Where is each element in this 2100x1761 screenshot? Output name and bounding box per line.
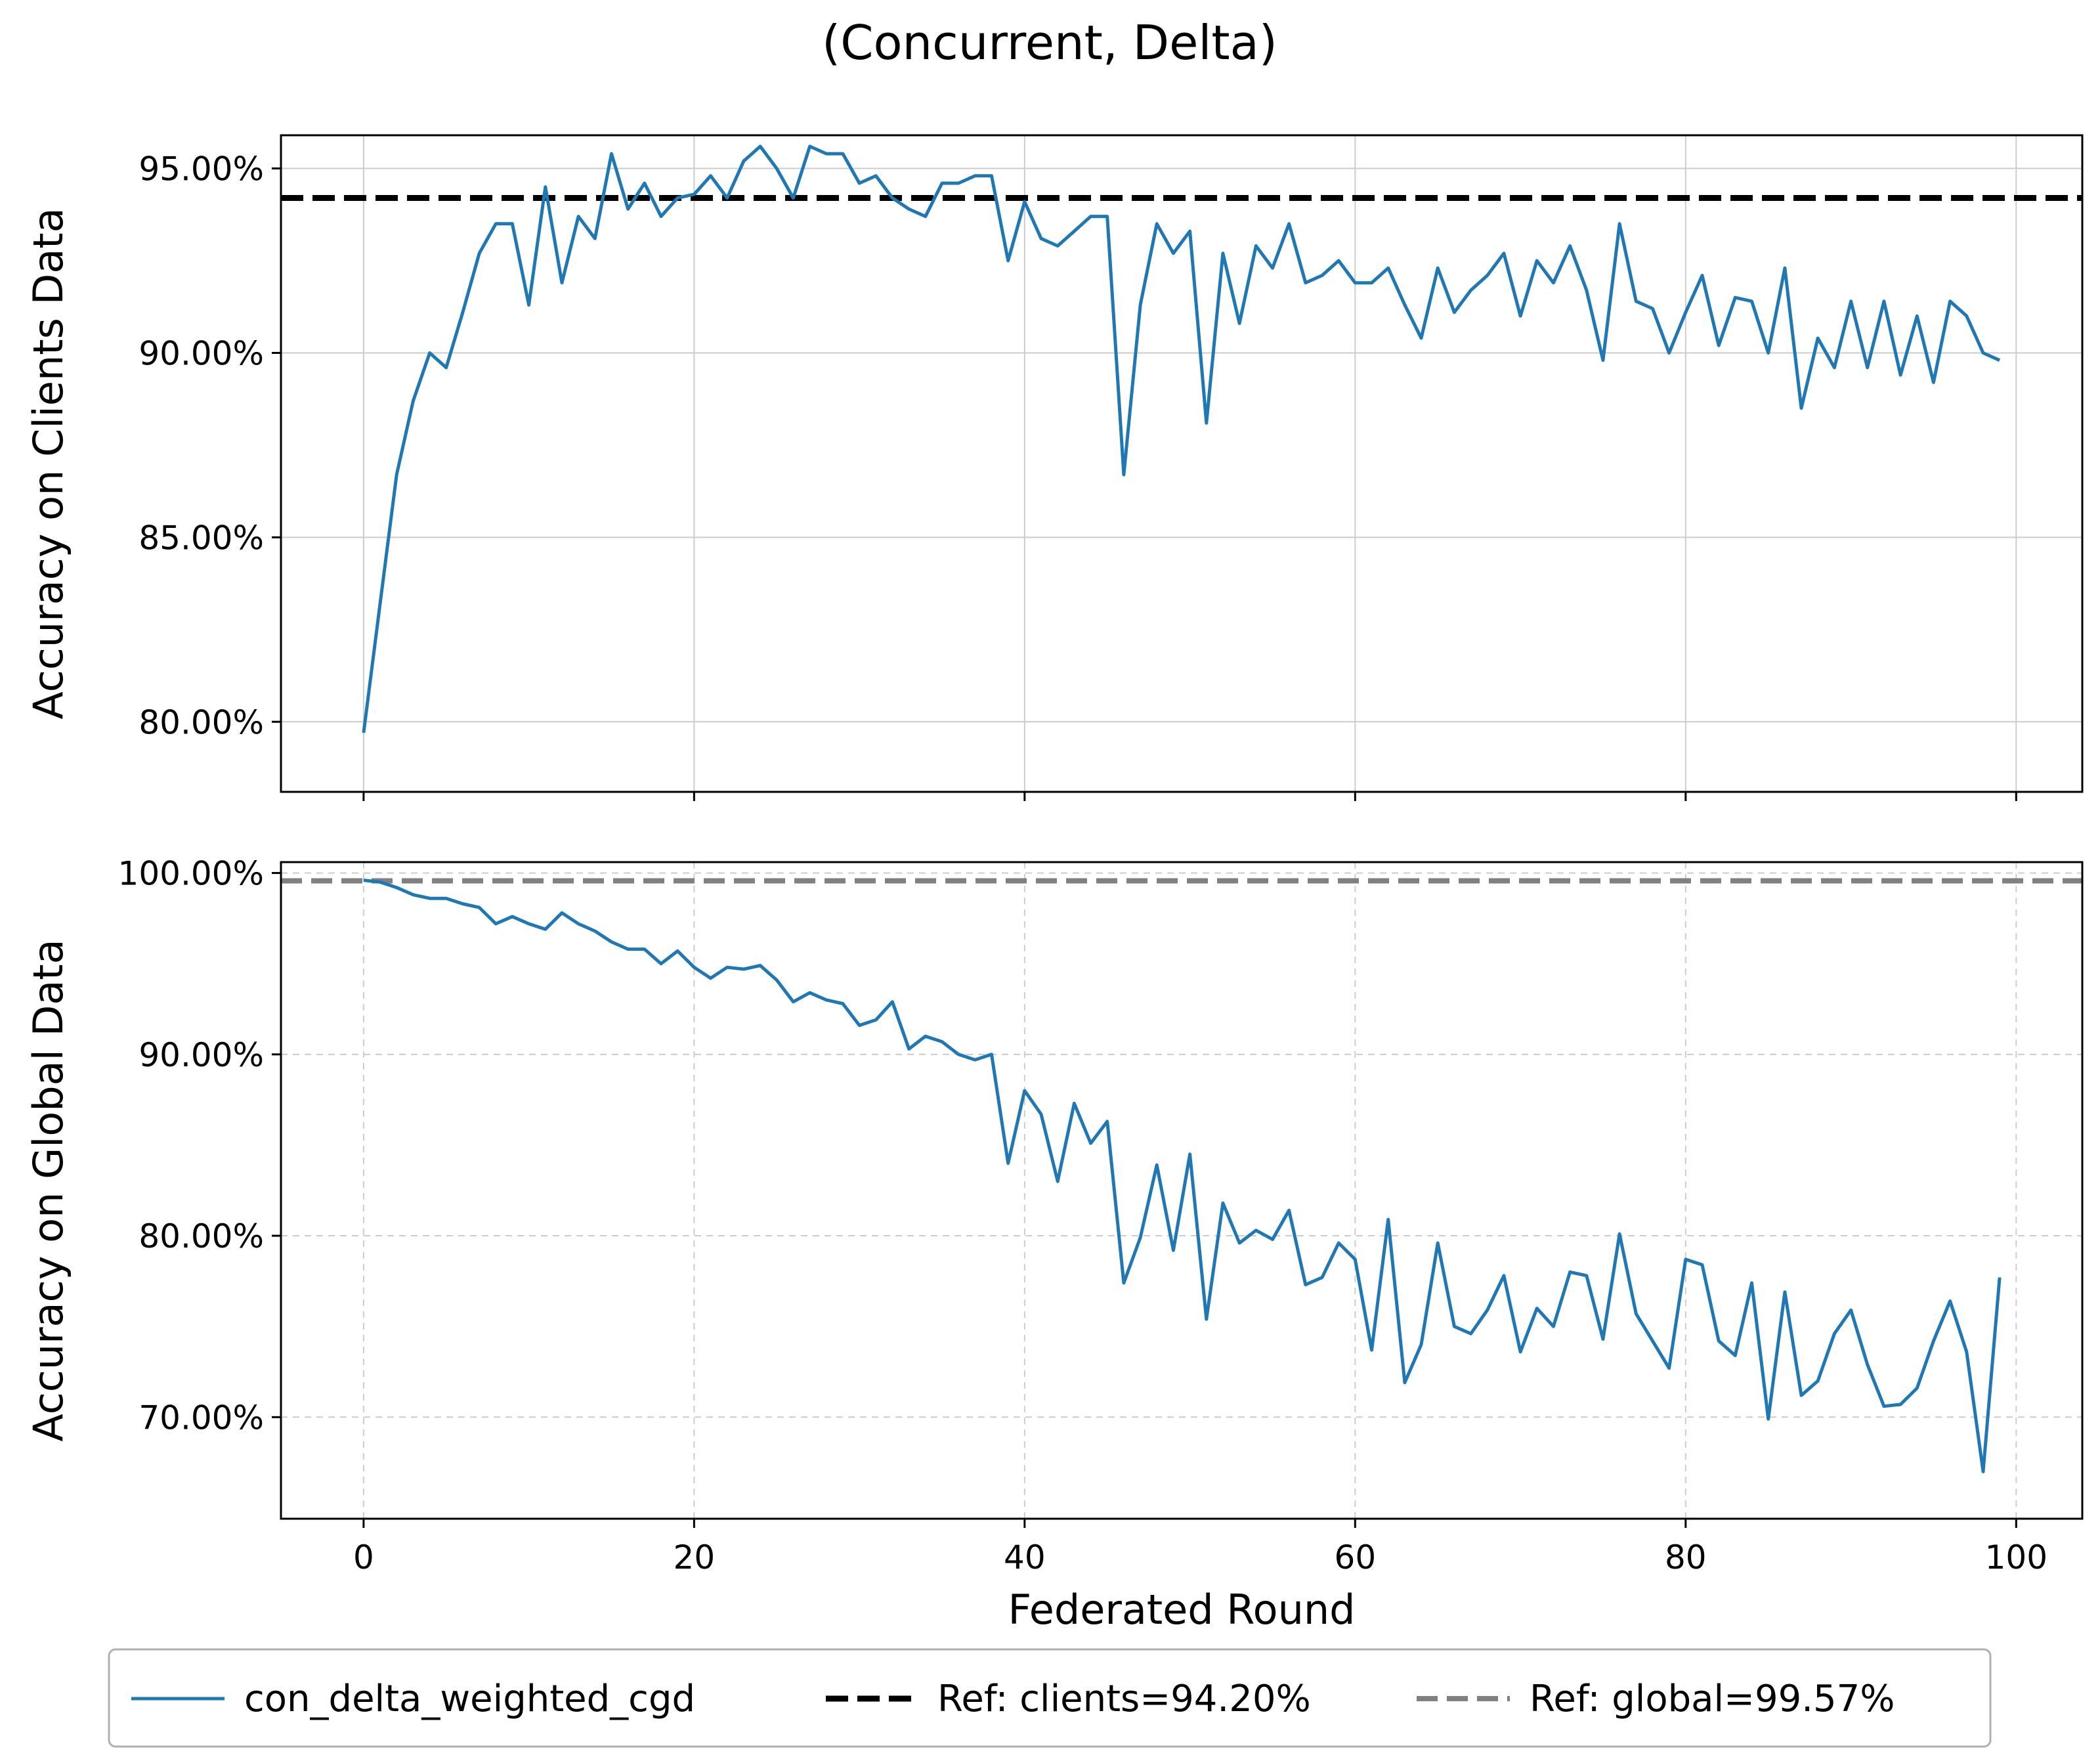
figure-title: (Concurrent, Delta)	[822, 15, 1277, 70]
legend: con_delta_weighted_cgd Ref: clients=94.2…	[108, 1648, 1992, 1748]
y-tick-label-3: 95.00%	[139, 150, 264, 188]
x-tick-label-2: 40	[1004, 1538, 1046, 1576]
x-tick-label-0: 0	[353, 1538, 374, 1576]
legend-label-ref-global: Ref: global=99.57%	[1530, 1678, 1895, 1720]
ticks-clients: 80.00% 85.00% 90.00% 95.00%	[139, 150, 2017, 801]
series-line-0	[362, 144, 2001, 733]
x-tick-label-3: 60	[1335, 1538, 1377, 1576]
x-tick-label-5: 100	[1985, 1538, 2047, 1576]
subplot-clients: 80.00% 85.00% 90.00% 95.00% Accuracy on Cli…	[24, 134, 2084, 801]
y-tick-label-0: 80.00%	[139, 703, 264, 741]
y-tick-label-2: 90.00%	[139, 1036, 264, 1074]
series-global	[363, 879, 2002, 1473]
legend-label-ref-clients: Ref: clients=94.20%	[937, 1678, 1311, 1720]
legend-label-series: con_delta_weighted_cgd	[244, 1678, 695, 1720]
y-axis-title-clients: Accuracy on Clients Data	[24, 207, 72, 719]
y-tick-label-0: 70.00%	[139, 1399, 264, 1437]
grid-clients	[281, 135, 2082, 792]
y-tick-label-2: 90.00%	[139, 334, 264, 372]
series-clients	[362, 144, 2001, 733]
ticks-global: 70.00% 80.00% 90.00% 100.00% 0 20 40 60 80 100	[118, 855, 2047, 1576]
subplot-global: 70.00% 80.00% 90.00% 100.00% 0 20 40 60 80 100 Ac…	[24, 855, 2084, 1634]
y-tick-label-1: 85.00%	[139, 519, 264, 557]
legend-box	[108, 1648, 1992, 1748]
y-tick-label-1: 80.00%	[139, 1217, 264, 1255]
y-axis-title-global: Accuracy on Global Data	[24, 939, 72, 1441]
x-axis-title: Federated Round	[1008, 1586, 1355, 1634]
x-tick-label-4: 80	[1665, 1538, 1707, 1576]
plot-frame-clients	[280, 134, 2084, 793]
x-tick-label-1: 20	[674, 1538, 716, 1576]
grid-global	[281, 862, 2082, 1519]
y-tick-label-3: 100.00%	[118, 855, 264, 893]
plot-frame-global	[280, 861, 2084, 1520]
series-line-0	[363, 879, 2002, 1473]
